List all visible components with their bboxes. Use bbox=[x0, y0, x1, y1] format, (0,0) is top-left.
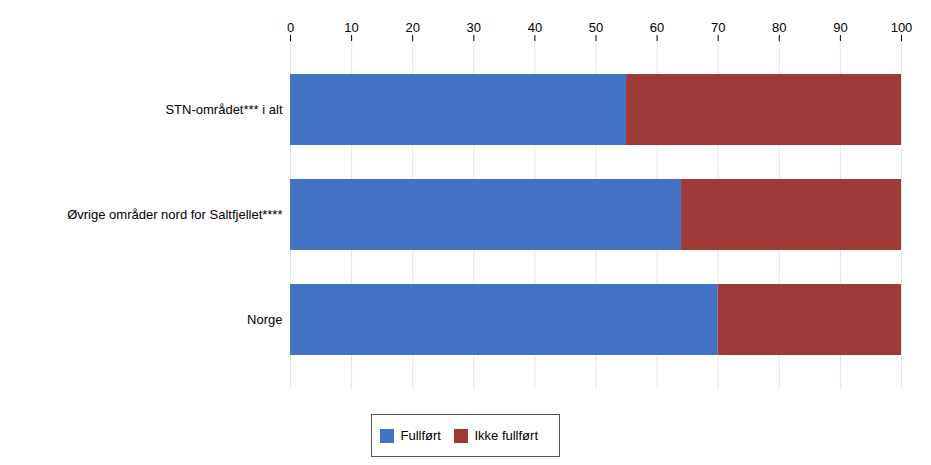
svg-text:80: 80 bbox=[772, 20, 786, 35]
svg-text:10: 10 bbox=[344, 20, 358, 35]
svg-text:60: 60 bbox=[650, 20, 664, 35]
svg-text:100: 100 bbox=[891, 20, 913, 35]
svg-text:Øvrige områder nord for Saltfj: Øvrige områder nord for Saltfjellet**** bbox=[67, 207, 282, 222]
svg-text:70: 70 bbox=[711, 20, 725, 35]
svg-text:Norge: Norge bbox=[247, 312, 282, 327]
svg-text:20: 20 bbox=[405, 20, 419, 35]
svg-text:90: 90 bbox=[833, 20, 847, 35]
svg-text:0: 0 bbox=[287, 20, 294, 35]
svg-text:40: 40 bbox=[528, 20, 542, 35]
svg-text:30: 30 bbox=[467, 20, 481, 35]
html-text:Fullført: Fullført bbox=[400, 428, 441, 443]
html-text:Ikke fullført: Ikke fullført bbox=[474, 428, 538, 443]
svg-text:50: 50 bbox=[589, 20, 603, 35]
svg-text:STN-området*** i alt: STN-området*** i alt bbox=[165, 102, 282, 117]
